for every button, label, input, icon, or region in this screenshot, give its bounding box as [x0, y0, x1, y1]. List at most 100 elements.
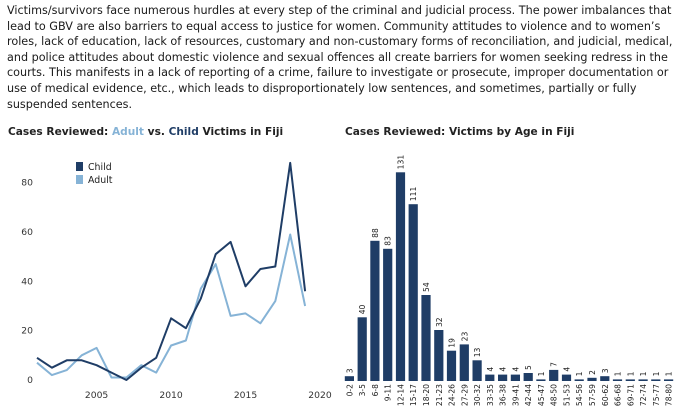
bar: [383, 248, 393, 381]
data-label: 1: [575, 371, 584, 376]
bar: [357, 317, 367, 381]
y-tick-label: 20: [21, 326, 33, 337]
data-label: 1: [652, 371, 661, 376]
title-adult: Adult: [112, 126, 144, 138]
title-prefix: Cases Reviewed:: [8, 126, 112, 138]
line-chart-title: Cases Reviewed: Adult vs. Child Victims …: [8, 126, 283, 138]
data-label: 3: [345, 368, 354, 373]
data-label: 23: [460, 332, 469, 342]
title-suffix: Victims in Fiji: [199, 126, 283, 138]
bar: [523, 373, 533, 381]
data-label: 1: [665, 371, 674, 376]
category-label: 27-29: [460, 384, 469, 406]
bar: [395, 172, 406, 381]
category-label: 24-26: [448, 384, 457, 406]
legend-swatch-child: [76, 162, 83, 171]
data-label: 5: [524, 365, 533, 370]
bar: [485, 374, 495, 381]
y-tick-label: 80: [21, 178, 33, 189]
intro-paragraph: Victims/survivors face numerous hurdles …: [7, 4, 673, 111]
category-label: 69-71: [626, 384, 635, 406]
data-label: 3: [601, 368, 610, 373]
bar: [510, 374, 520, 381]
data-label: 19: [448, 338, 457, 348]
category-label: 30-32: [473, 384, 482, 406]
y-tick-label: 60: [21, 227, 33, 238]
title-vs: vs.: [144, 126, 169, 138]
data-label: 32: [435, 317, 444, 327]
data-label: 4: [511, 367, 520, 372]
data-label: 88: [371, 228, 380, 238]
category-label: 15-17: [409, 384, 418, 406]
data-label: 131: [396, 155, 405, 170]
data-label: 1: [639, 371, 648, 376]
category-label: 57-59: [588, 384, 597, 406]
bar: [434, 330, 444, 381]
bar: [587, 377, 597, 381]
bar: [370, 240, 380, 381]
category-label: 9-11: [384, 384, 393, 401]
category-label: 18-20: [422, 384, 431, 406]
bar: [664, 379, 674, 381]
bar: [625, 379, 635, 381]
x-tick-label: 2020: [308, 390, 332, 401]
legend-swatch-adult: [76, 175, 83, 184]
bar: [498, 374, 508, 381]
category-label: 42-44: [524, 384, 533, 406]
data-label: 83: [384, 236, 393, 246]
bar: [574, 379, 584, 381]
bar: [600, 376, 610, 381]
data-label: 1: [626, 371, 635, 376]
category-label: 21-23: [435, 384, 444, 406]
data-label: 4: [499, 367, 508, 372]
bar: [459, 344, 469, 381]
bar: [651, 379, 661, 381]
legend-label-child: Child: [88, 162, 112, 173]
x-tick-label: 2005: [85, 390, 109, 401]
bar: [446, 350, 457, 381]
y-tick-label: 0: [27, 375, 33, 386]
category-label: 36-38: [499, 384, 508, 406]
bar: [421, 295, 431, 381]
bar: [612, 379, 623, 381]
category-label: 6-8: [371, 384, 380, 397]
category-label: 3-5: [358, 384, 367, 397]
data-label: 1: [614, 371, 623, 376]
bar: [536, 379, 546, 381]
data-label: 4: [562, 367, 571, 372]
data-label: 54: [422, 282, 431, 292]
data-label: 111: [409, 187, 418, 202]
bar: [472, 360, 482, 381]
title-child: Child: [169, 126, 199, 138]
bar-chart-title: Cases Reviewed: Victims by Age in Fiji: [345, 126, 574, 138]
line-chart: 0 20 40 60 80 2005 2010 2015 2020 Child Adult: [21, 161, 332, 401]
category-label: 0-2: [345, 384, 354, 397]
category-label: 75-77: [652, 384, 661, 406]
data-label: 1: [537, 371, 546, 376]
bar: [408, 204, 418, 381]
category-label: 12-14: [396, 384, 405, 406]
bar: [549, 369, 559, 381]
category-label: 66-68: [614, 384, 623, 406]
bar: [638, 379, 648, 381]
x-tick-label: 2015: [234, 390, 258, 401]
data-label: 7: [550, 362, 559, 367]
category-label: 78-80: [665, 384, 674, 406]
category-label: 33-35: [486, 384, 495, 406]
series-line-child: [36, 161, 307, 381]
category-label: 54-56: [575, 384, 584, 406]
bar: [561, 374, 572, 381]
data-label: 40: [358, 304, 367, 314]
legend-label-adult: Adult: [88, 175, 113, 186]
bar: [344, 376, 354, 381]
y-tick-label: 40: [21, 276, 33, 287]
x-tick-label: 2010: [159, 390, 183, 401]
series-line-adult: [36, 233, 307, 379]
category-label: 60-62: [601, 384, 610, 406]
category-label: 39-41: [511, 384, 520, 406]
data-label: 13: [473, 347, 482, 357]
bar-chart: 30-2403-5886-8839-1113112-1411115-175418…: [344, 155, 674, 406]
category-label: 45-47: [537, 384, 546, 406]
category-label: 51-53: [562, 384, 571, 406]
